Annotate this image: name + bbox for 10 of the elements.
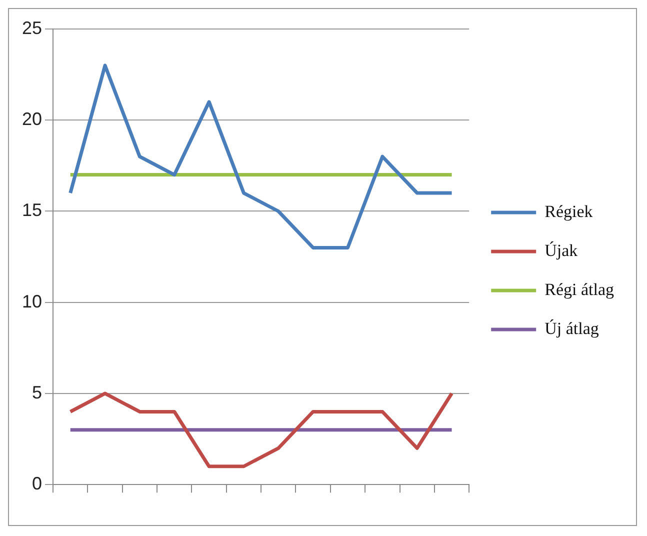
legend-label: Új átlag (544, 318, 600, 338)
legend-label: Újak (544, 240, 578, 260)
y-tick-label: 10 (22, 291, 42, 312)
legend-label: Régiek (544, 202, 594, 221)
y-tick-label: 0 (32, 474, 42, 494)
legend-label: Régi átlag (544, 280, 614, 299)
y-tick-label: 5 (32, 382, 42, 402)
y-tick-label: 15 (22, 200, 42, 220)
y-tick-label: 20 (22, 109, 42, 130)
y-tick-label: 25 (22, 18, 42, 38)
